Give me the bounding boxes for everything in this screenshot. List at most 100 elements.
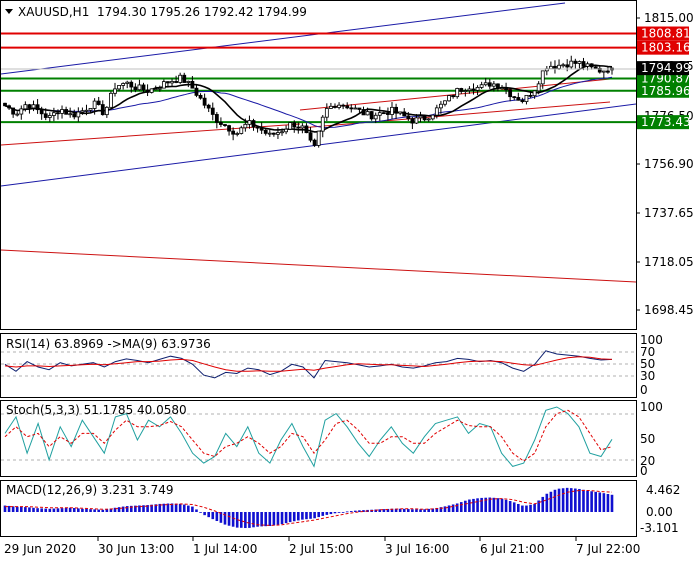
macd-bar	[455, 503, 459, 512]
candle-body	[271, 132, 276, 135]
rsi-title: RSI(14) 63.8969 ->MA(9) 63.9736	[6, 337, 211, 351]
candle-body	[418, 115, 423, 119]
stoch-tick: 20	[640, 454, 655, 468]
macd-bar	[28, 507, 31, 512]
macd-bar	[231, 512, 235, 527]
macd-bar	[134, 505, 137, 512]
macd-bar	[508, 501, 512, 512]
macd-bar	[398, 508, 402, 512]
candle-body	[214, 114, 219, 123]
rsi-lines	[4, 350, 613, 379]
macd-bar	[329, 512, 333, 515]
candle-body	[500, 87, 504, 90]
macd-bar	[187, 505, 190, 512]
candle-body	[113, 88, 117, 94]
macd-bar	[427, 508, 430, 512]
macd-bar	[260, 512, 263, 527]
macd-bar	[105, 509, 109, 512]
macd-title: MACD(12,26,9) 3.231 3.749	[6, 483, 173, 497]
macd-bar	[325, 512, 329, 515]
upper-blue-channel-line	[0, 2, 566, 75]
macd-bar	[284, 512, 288, 524]
candle-body	[410, 118, 415, 124]
macd-bar	[484, 497, 488, 512]
macd-bar	[586, 490, 589, 512]
macd-bar	[598, 492, 602, 512]
level-label-box	[637, 115, 689, 130]
macd-bar	[382, 509, 386, 512]
macd-bar	[354, 510, 357, 512]
candle-body	[577, 61, 582, 64]
candle-body	[72, 113, 77, 118]
price-tick: 1815.00	[644, 11, 694, 25]
macd-bar	[239, 512, 243, 528]
macd-bar	[85, 508, 88, 512]
candle-body	[202, 97, 207, 106]
candle-body	[186, 80, 191, 83]
candle-body	[357, 107, 362, 110]
candle-body	[565, 64, 570, 68]
candle-body	[288, 122, 293, 130]
candle-body	[251, 120, 256, 128]
macd-bar	[7, 505, 11, 512]
candle-body	[121, 83, 126, 86]
level-label-box	[637, 83, 689, 98]
macd-bar	[125, 506, 129, 512]
macd-bar	[142, 505, 145, 512]
macd-bar	[89, 509, 92, 512]
rsi-ma-line	[4, 356, 613, 372]
macd-bar	[431, 508, 435, 512]
candle-body	[463, 90, 468, 92]
macd-bar	[40, 508, 43, 512]
candle-body	[104, 106, 109, 116]
macd-bar	[264, 512, 268, 527]
candle-body	[504, 87, 508, 91]
macd-bar	[333, 512, 337, 514]
candle-body	[149, 88, 154, 93]
macd-bar	[569, 488, 573, 512]
candle-body	[312, 139, 317, 146]
candle-body	[398, 111, 403, 114]
candle-body	[92, 100, 97, 109]
price-axis: 1815.00 1796.55 1776.50 1756.90 1737.65 …	[636, 11, 694, 317]
time-tick: 29 Jun 2020	[4, 542, 76, 556]
time-tick: 6 Jul 21:00	[480, 542, 544, 556]
level-label-text: 1773.43	[641, 115, 691, 129]
candle-body	[23, 104, 28, 110]
level-price-labels: 1808.811803.161790.871785.961773.431794.…	[637, 26, 691, 130]
candle-body	[532, 90, 537, 97]
candle-body	[15, 113, 20, 116]
candle-body	[76, 111, 81, 118]
macd-bar	[81, 508, 84, 512]
candle-body	[520, 99, 525, 103]
horizontal-levels	[1, 32, 636, 124]
macd-bar	[407, 509, 410, 512]
macd-bar	[549, 491, 553, 512]
stoch-tick: 100	[640, 400, 663, 414]
level-label-text: 1785.96	[641, 84, 691, 98]
candle-body	[585, 63, 590, 67]
macd-bar	[182, 504, 186, 512]
macd-bar	[15, 506, 19, 512]
chevron-down-icon[interactable]	[5, 9, 13, 14]
macd-bar	[199, 512, 202, 513]
macd-bar	[11, 506, 15, 512]
macd-bar	[207, 512, 210, 518]
macd-bar	[557, 488, 561, 512]
macd-bar	[545, 493, 549, 512]
candle-body	[223, 124, 227, 126]
macd-bar	[459, 502, 463, 512]
macd-bar	[451, 504, 455, 512]
stoch-tick: 50	[640, 432, 655, 446]
macd-bar	[349, 511, 353, 512]
candle-body	[31, 104, 36, 109]
candle-body	[467, 88, 472, 91]
candle-body	[540, 70, 545, 85]
candle-body	[606, 70, 610, 73]
lower-red-channel-line	[0, 249, 637, 283]
macd-bar	[411, 509, 414, 512]
candle-body	[84, 109, 89, 112]
level-label-box	[637, 40, 689, 55]
macd-bar	[252, 512, 255, 528]
